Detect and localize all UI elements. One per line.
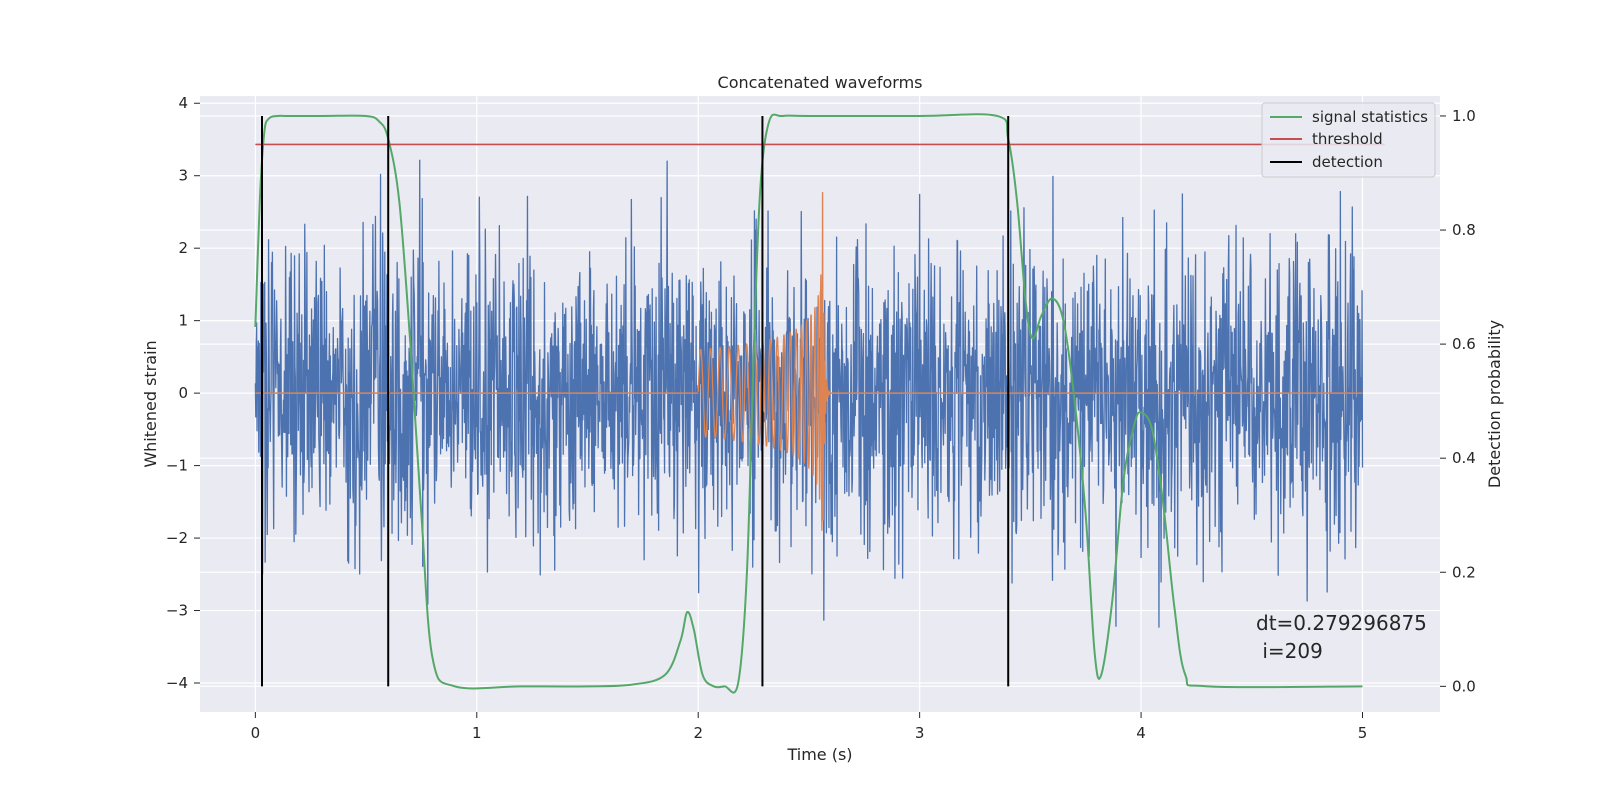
right-tick-label: 0.4 — [1452, 449, 1476, 467]
x-axis-ticks: 0 1 2 3 4 5 — [251, 712, 1368, 742]
right-tick-label: 0.8 — [1452, 221, 1476, 239]
chart-title: Concatenated waveforms — [718, 73, 923, 92]
x-tick-label: 5 — [1358, 724, 1368, 742]
left-tick-label: 3 — [178, 167, 188, 185]
left-tick-label: −3 — [166, 602, 188, 620]
left-tick-label: −2 — [166, 529, 188, 547]
legend-label-signal-statistics: signal statistics — [1312, 108, 1428, 126]
waveform-line — [697, 191, 832, 531]
legend-label-threshold: threshold — [1312, 130, 1383, 148]
x-tick-label: 2 — [693, 724, 703, 742]
left-tick-label: 1 — [178, 312, 188, 330]
signal-statistics-line — [254, 113, 1363, 694]
right-tick-label: 0.6 — [1452, 335, 1476, 353]
legend-label-detection: detection — [1312, 153, 1383, 171]
x-tick-label: 3 — [915, 724, 925, 742]
x-tick-label: 1 — [472, 724, 482, 742]
right-axis-ticks: 0.0 0.2 0.4 0.6 0.8 1.0 — [1440, 107, 1476, 695]
right-tick-label: 0.0 — [1452, 677, 1476, 695]
left-tick-label: −1 — [166, 457, 188, 475]
annotation-index: i=209 — [1256, 639, 1323, 663]
signal-statistics-series — [254, 113, 1363, 694]
left-tick-label: 2 — [178, 239, 188, 257]
x-axis-label: Time (s) — [786, 745, 852, 764]
detection-series — [261, 115, 1010, 687]
left-tick-label: −4 — [166, 674, 188, 692]
legend: signal statistics threshold detection — [1261, 102, 1436, 178]
x-tick-label: 0 — [251, 724, 261, 742]
legend-box — [1261, 102, 1436, 178]
x-tick-label: 4 — [1136, 724, 1146, 742]
chirp-series — [255, 191, 1363, 531]
annotation-dt: dt=0.279296875 — [1256, 611, 1427, 635]
left-axis-ticks: −4 −3 −2 −1 0 1 2 3 4 — [166, 94, 200, 692]
left-tick-label: 0 — [178, 384, 188, 402]
left-axis-label: Whitened strain — [141, 340, 160, 467]
right-tick-label: 0.2 — [1452, 563, 1476, 581]
right-tick-label: 1.0 — [1452, 107, 1476, 125]
left-tick-label: 4 — [178, 94, 188, 112]
noise-line — [254, 159, 1364, 628]
noise-series — [254, 159, 1364, 628]
right-axis-label: Detection probability — [1485, 320, 1504, 488]
